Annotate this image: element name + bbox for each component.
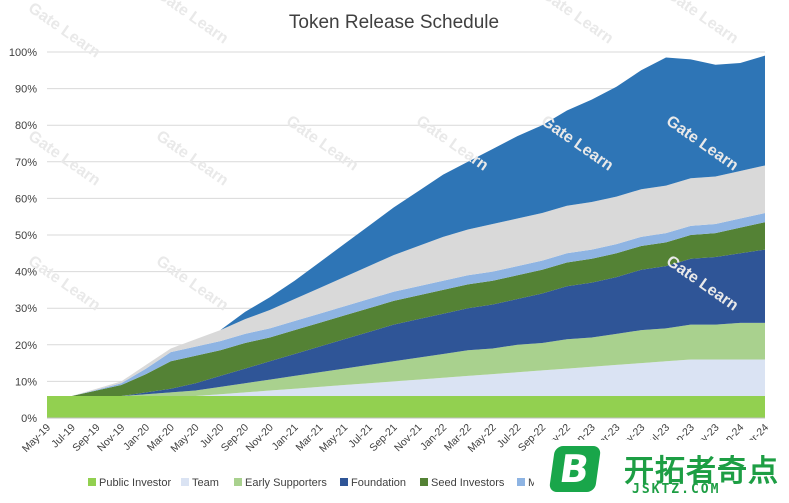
site-logo: B 开拓者奇点 JSKTZ.COM [534,440,789,503]
y-tick-label: 50% [15,230,37,242]
x-tick-label: Nov-19 [95,422,128,455]
chart-title: Token Release Schedule [289,12,499,33]
y-tick-label: 90% [15,84,37,96]
logo-domain-text: JSKTZ.COM [632,482,721,497]
area-team [47,359,765,397]
logo-b-icon: B [548,446,602,492]
legend-swatch-early-supporters [234,478,242,486]
legend-label-early-supporters: Early Supporters [245,477,327,489]
area-marketing [47,213,765,397]
y-tick-label: 80% [15,120,37,132]
legend-swatch-public-investor [88,478,96,486]
x-tick-label: May-21 [317,422,350,455]
y-tick-label: 20% [15,340,37,352]
stacked-areas [47,55,765,418]
y-tick-label: 60% [15,193,37,205]
y-tick-label: 30% [15,303,37,315]
x-tick-label: Nov-21 [392,422,425,455]
area-foundation [47,249,765,397]
area-public-investor [47,396,765,418]
legend-label-foundation: Foundation [351,477,406,489]
area-early-supporters [47,322,765,397]
x-tick-label: May-22 [466,422,499,455]
y-tick-label: 0% [21,413,37,425]
x-tick-label: May-20 [168,422,201,455]
legend-label-seed-investors: Seed Investors [431,477,505,489]
x-tick-label: Nov-20 [244,422,277,455]
legend-swatch-team [181,478,189,486]
y-tick-label: 10% [15,376,37,388]
area-unlabeled [47,165,765,397]
y-tick-label: 40% [15,267,37,279]
logo-chinese-text: 开拓者奇点 [624,454,779,489]
legend-swatch-foundation [340,478,348,486]
legend-swatch-marketing [517,478,525,486]
area-unlabeled [47,55,765,397]
y-tick-label: 70% [15,157,37,169]
area-seed-investors [47,222,765,397]
y-axis: 0% 10% 20% 30% 40% 50% 60% 70% 80% 90% 100% [9,47,37,425]
legend: Public Investor Team Early Supporters Found… [88,477,576,489]
legend-swatch-seed-investors [420,478,428,486]
legend-label-public-investor: Public Investor [99,477,171,489]
legend-label-team: Team [192,477,219,489]
x-tick-label: May-19 [20,422,53,455]
y-tick-label: 100% [9,47,37,59]
